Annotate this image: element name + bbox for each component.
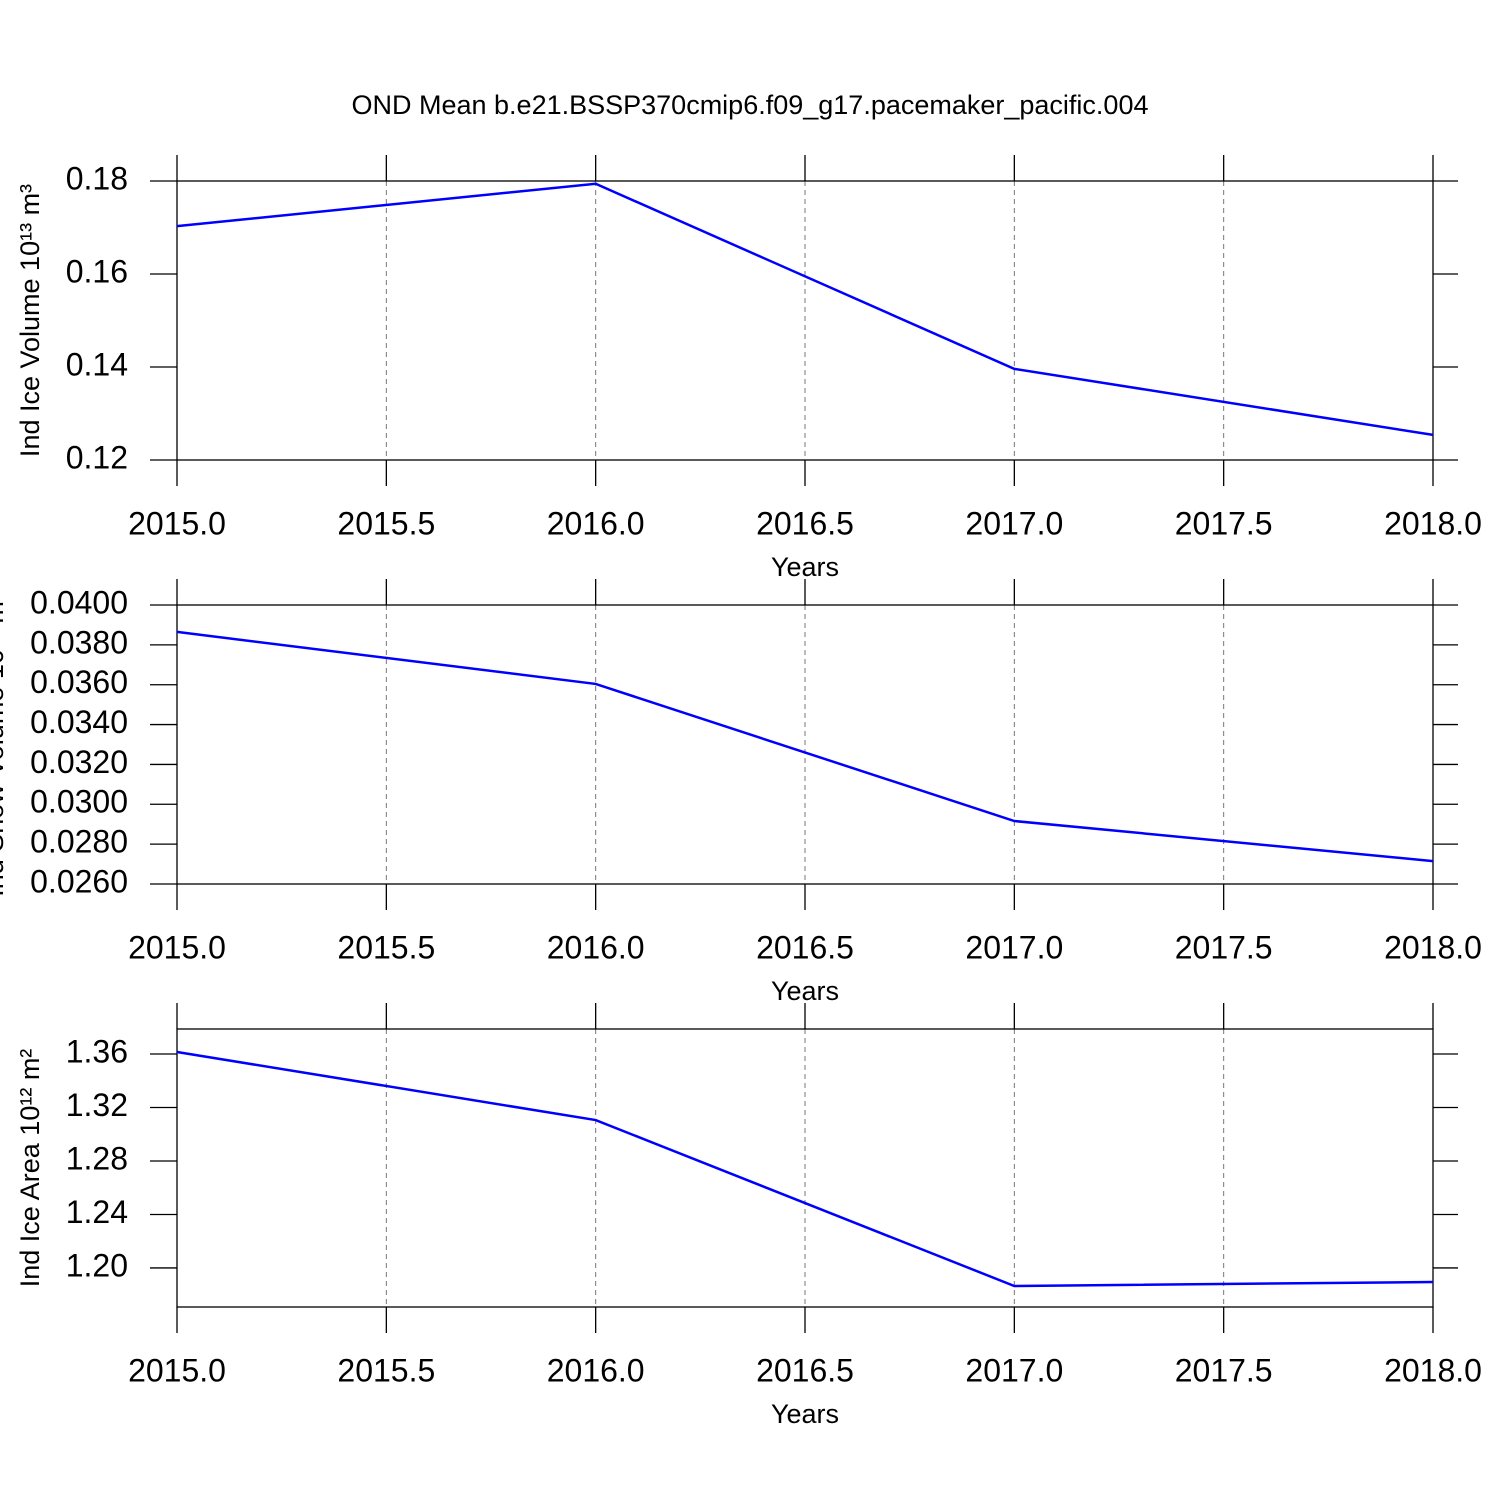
x-tick-label: 2015.0 xyxy=(128,505,226,541)
x-tick-label: 2017.0 xyxy=(965,1352,1063,1388)
x-tick-label: 2016.0 xyxy=(547,505,645,541)
y-axis-label: Ind Snow Volume 10¹³ m³ xyxy=(0,592,9,897)
x-tick-label: 2016.5 xyxy=(756,505,854,541)
y-tick-label: 0.0400 xyxy=(30,584,128,620)
y-tick-label: 1.36 xyxy=(66,1033,128,1069)
y-tick-label: 0.16 xyxy=(66,253,128,289)
data-line xyxy=(176,182,1434,437)
y-tick-label: 1.24 xyxy=(66,1194,128,1230)
x-tick-label: 2017.0 xyxy=(965,505,1063,541)
y-tick-label: 0.0360 xyxy=(30,664,128,700)
x-tick-label: 2015.0 xyxy=(128,929,226,965)
y-tick-label: 0.18 xyxy=(66,160,128,196)
x-tick-label: 2016.0 xyxy=(547,1352,645,1388)
y-tick-label: 1.32 xyxy=(66,1087,128,1123)
y-tick-label: 1.20 xyxy=(66,1247,128,1283)
x-tick-label: 2017.5 xyxy=(1175,929,1273,965)
x-tick-label: 2015.0 xyxy=(128,1352,226,1388)
x-axis-label: Years xyxy=(771,1399,839,1429)
x-tick-label: 2016.0 xyxy=(547,929,645,965)
plot-frame xyxy=(176,1028,1434,1308)
x-tick-label: 2017.5 xyxy=(1175,505,1273,541)
y-tick-label: 1.28 xyxy=(66,1140,128,1176)
plot-frame xyxy=(176,180,1434,461)
x-tick-label: 2015.5 xyxy=(337,505,435,541)
y-tick-label: 0.0320 xyxy=(30,744,128,780)
x-tick-label: 2017.5 xyxy=(1175,1352,1273,1388)
x-tick-label: 2016.5 xyxy=(756,929,854,965)
x-tick-label: 2018.0 xyxy=(1384,505,1482,541)
y-tick-label: 0.0340 xyxy=(30,704,128,740)
y-axis-label: Ind Ice Volume 10¹³ m³ xyxy=(15,184,45,457)
y-axis-label: Ind Ice Area 10¹² m² xyxy=(15,1049,45,1288)
y-tick-label: 0.14 xyxy=(66,346,128,382)
plot-frame xyxy=(176,604,1434,885)
x-axis-label: Years xyxy=(771,976,839,1006)
data-line xyxy=(176,1050,1434,1288)
x-tick-label: 2015.5 xyxy=(337,1352,435,1388)
x-tick-label: 2015.5 xyxy=(337,929,435,965)
chart-title: OND Mean b.e21.BSSP370cmip6.f09_g17.pace… xyxy=(352,90,1149,120)
x-tick-label: 2018.0 xyxy=(1384,929,1482,965)
x-axis-label: Years xyxy=(771,552,839,582)
y-tick-label: 0.0260 xyxy=(30,863,128,899)
y-tick-label: 0.0300 xyxy=(30,784,128,820)
x-tick-label: 2017.0 xyxy=(965,929,1063,965)
x-tick-label: 2016.5 xyxy=(756,1352,854,1388)
data-line xyxy=(176,630,1434,863)
x-tick-label: 2018.0 xyxy=(1384,1352,1482,1388)
y-tick-label: 0.12 xyxy=(66,439,128,475)
y-tick-label: 0.0280 xyxy=(30,824,128,860)
y-tick-label: 0.0380 xyxy=(30,624,128,660)
